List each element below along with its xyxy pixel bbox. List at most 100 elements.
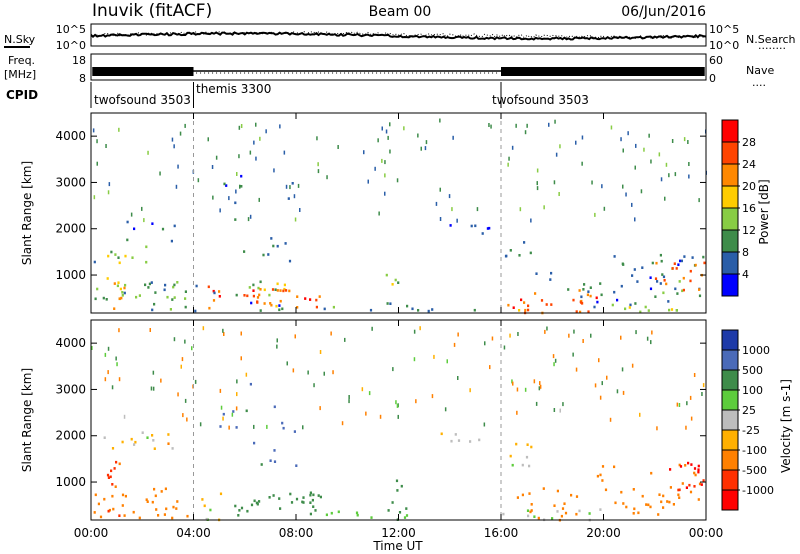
velocity-cells-cell — [295, 497, 299, 501]
power-cells-cell — [207, 137, 209, 142]
velocity-cells-cell — [560, 514, 563, 518]
power-cells-cell — [131, 256, 134, 259]
velocity-cells-cell — [115, 356, 117, 361]
velocity-cells-cell — [151, 434, 154, 437]
velocity-cells-cell — [238, 509, 241, 512]
power-cells-cell — [173, 296, 176, 299]
velocity-cells-cell — [631, 363, 634, 368]
station-title: Inuvik (fitACF) — [92, 1, 212, 21]
velocity-cells-cell — [469, 388, 471, 393]
power-cells-cell — [243, 294, 246, 297]
power-cells-cell — [255, 122, 257, 127]
power-cells-cell — [259, 136, 261, 141]
velocity-cells-cell — [395, 400, 397, 405]
power-cells-cell — [154, 291, 157, 294]
velocity-cells-cell — [594, 383, 597, 388]
velocity-cells-cell — [537, 516, 540, 520]
velocity-cells-cell — [152, 439, 155, 442]
velocity-cells-cell — [110, 469, 113, 473]
velocity-cells-cell — [552, 354, 555, 359]
power-cells-cell — [113, 282, 116, 285]
x-tick-label: 04:00 — [176, 526, 211, 540]
velocity-cells-cell — [171, 516, 174, 520]
velocity-cells-cell — [698, 482, 702, 486]
velocity-cells-cell — [632, 488, 635, 491]
power-cells-cell — [272, 244, 275, 248]
power-cells-cell — [240, 124, 243, 128]
power-cells-cell — [667, 300, 670, 303]
velocity-cells-cell — [220, 405, 223, 410]
velocity-cells-cell — [561, 507, 565, 510]
power-cells-cell — [420, 146, 422, 151]
power-cells-cell — [659, 282, 662, 285]
power-cells-cell — [259, 280, 262, 284]
velocity-cells-cell — [109, 475, 112, 479]
colorbar-tick-label: -1000 — [742, 484, 774, 497]
velocity-cells-cell — [660, 500, 663, 504]
velocity-cells-cell — [205, 517, 208, 521]
velocity-cells-cell — [405, 507, 408, 510]
velocity-cells-cell — [524, 387, 527, 392]
velocity-cells-cell — [559, 408, 561, 413]
velocity-cells-cell — [563, 502, 566, 505]
velocity-cells-cell — [123, 414, 126, 419]
power-cells-cell — [396, 178, 399, 183]
velocity-cells-cell — [260, 463, 263, 466]
power-cells-cell — [387, 135, 389, 140]
power-cells-cell — [554, 119, 556, 124]
velocity-cells-cell — [133, 443, 136, 446]
velocity-cells-cell — [313, 383, 315, 388]
power-cells-cell — [572, 298, 575, 302]
velocity-cells-cell — [209, 508, 212, 512]
velocity-cells-cell — [457, 439, 461, 442]
power-cells-cell — [439, 187, 441, 192]
power-cells-cell — [675, 309, 678, 312]
power-cells-cell — [374, 166, 376, 171]
power-cells-cell — [527, 304, 530, 308]
power-cells-cell — [625, 192, 627, 197]
velocity-cells-cell — [413, 357, 416, 362]
velocity-heatmap-cells — [91, 326, 705, 522]
velocity-cells-cell — [551, 517, 554, 520]
velocity-cells-cell — [165, 507, 168, 511]
velocity-cells-cell — [625, 505, 628, 509]
velocity-cells-cell — [688, 483, 691, 487]
power-cells-cell — [143, 218, 145, 223]
velocity-cells-cell — [528, 492, 531, 495]
velocity-cells-cell — [599, 473, 602, 477]
velocity-cells-cell — [575, 512, 578, 516]
velocity-cells-cell — [368, 391, 371, 396]
velocity-cells-cell — [457, 332, 459, 337]
velocity-cells-cell — [483, 422, 486, 427]
velocity-cells-cell — [253, 424, 255, 429]
power-cells-cell — [603, 206, 606, 211]
velocity-cells-cell — [167, 433, 170, 436]
velocity-cells-cell — [538, 386, 541, 391]
velocity-cells-cell — [677, 488, 680, 492]
velocity-panel: 1000 2000 3000 4000 00:00 04:00 08:00 12:00 16:… — [20, 319, 723, 553]
velocity-cells-cell — [273, 460, 277, 463]
velocity-cells-cell — [693, 485, 696, 488]
cpid-segment-1: twofsound 3503 — [94, 93, 191, 107]
x-tick-label: 00:00 — [74, 526, 109, 540]
power-cells-cell — [184, 290, 187, 293]
velocity-cells-cell — [194, 379, 197, 384]
velocity-cells-cell — [516, 387, 519, 392]
velocity-cells-cell — [116, 362, 118, 367]
freq-tick-top: 18 — [72, 54, 86, 67]
power-cells-cell — [121, 294, 124, 297]
power-cells-cell — [315, 298, 318, 302]
power-cells-cell — [683, 255, 686, 258]
velocity-cells-cell — [278, 497, 281, 500]
power-cells-cell — [674, 287, 677, 291]
power-cells-cell — [386, 302, 389, 305]
power-cells-cell — [243, 250, 246, 253]
velocity-cells-cell — [578, 509, 581, 513]
velocity-cells-cell — [348, 399, 350, 404]
power-cells-cell — [318, 295, 321, 298]
power-cells-cell — [363, 150, 365, 155]
power-cells-cell — [687, 140, 689, 144]
power-cells-cell — [106, 277, 109, 280]
freq-tick-bottom: 8 — [79, 72, 86, 85]
beam-title: Beam 00 — [369, 4, 432, 20]
